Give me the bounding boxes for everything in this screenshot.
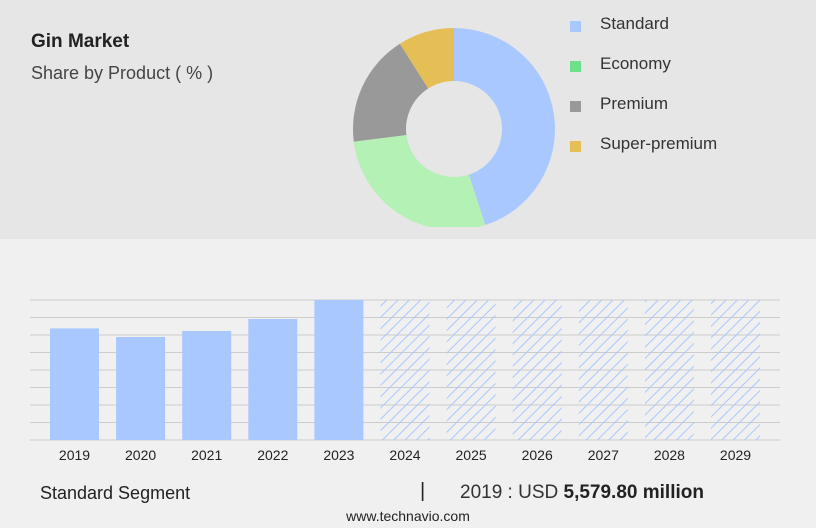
- forecast-bar-2027: [578, 300, 628, 440]
- x-tick-label-2026: 2026: [522, 447, 553, 463]
- segment-year-prefix: 2019 : USD: [460, 482, 559, 503]
- x-tick-label-2019: 2019: [59, 447, 90, 463]
- segment-amount: 5,579.80 million: [563, 482, 704, 503]
- forecast-bar-2025: [446, 300, 496, 440]
- segment-label: Standard Segment: [40, 483, 191, 503]
- x-tick-label-2029: 2029: [720, 447, 751, 463]
- forecast-bar-2028: [644, 300, 694, 440]
- footer-separator: |: [420, 480, 426, 502]
- legend-label-super-premium: Super-premium: [600, 134, 718, 153]
- forecast-bar-2026: [512, 300, 562, 440]
- legend-label-economy: Economy: [600, 54, 671, 73]
- x-tick-label-2021: 2021: [191, 447, 222, 463]
- segment-value: 2019 : USD 5,579.80 million: [460, 482, 704, 504]
- chart-subtitle: Share by Product ( % ): [31, 63, 214, 83]
- x-tick-label-2027: 2027: [588, 447, 619, 463]
- x-tick-label-2024: 2024: [389, 447, 420, 463]
- x-tick-label-2025: 2025: [456, 447, 487, 463]
- chart-title: Gin Market: [31, 31, 130, 52]
- bar-chart: 2019 2020 2021 2022 2023 2024 2025 2026 2027 2028…: [30, 299, 780, 463]
- donut-slice-super-premium: [399, 27, 454, 89]
- legend-label-standard: Standard: [600, 14, 669, 33]
- bar-2019: [50, 328, 99, 440]
- x-tick-label-2020: 2020: [125, 447, 156, 463]
- bar-2020: [116, 337, 166, 440]
- x-tick-label-2022: 2022: [257, 447, 288, 463]
- bar-2023: [314, 300, 364, 440]
- forecast-bar-2029: [711, 300, 760, 440]
- x-tick-label-2028: 2028: [654, 447, 685, 463]
- bar-2021: [182, 331, 232, 440]
- donut-slice-standard: [454, 28, 555, 226]
- donut-slice-premium: [353, 43, 429, 142]
- legend-label-premium: Premium: [600, 94, 669, 113]
- legend-swatch-economy: [570, 61, 581, 72]
- donut-slice-economy: [353, 135, 486, 227]
- legend-swatch-premium: [570, 101, 581, 112]
- donut-chart: [353, 27, 555, 227]
- legend-swatch-standard: [570, 21, 581, 32]
- source-link[interactable]: www.technavio.com: [346, 508, 470, 524]
- legend-swatch-super-premium: [570, 141, 581, 152]
- x-tick-label-2023: 2023: [323, 447, 354, 463]
- forecast-bar-2024: [380, 300, 430, 440]
- bar-2022: [248, 319, 298, 440]
